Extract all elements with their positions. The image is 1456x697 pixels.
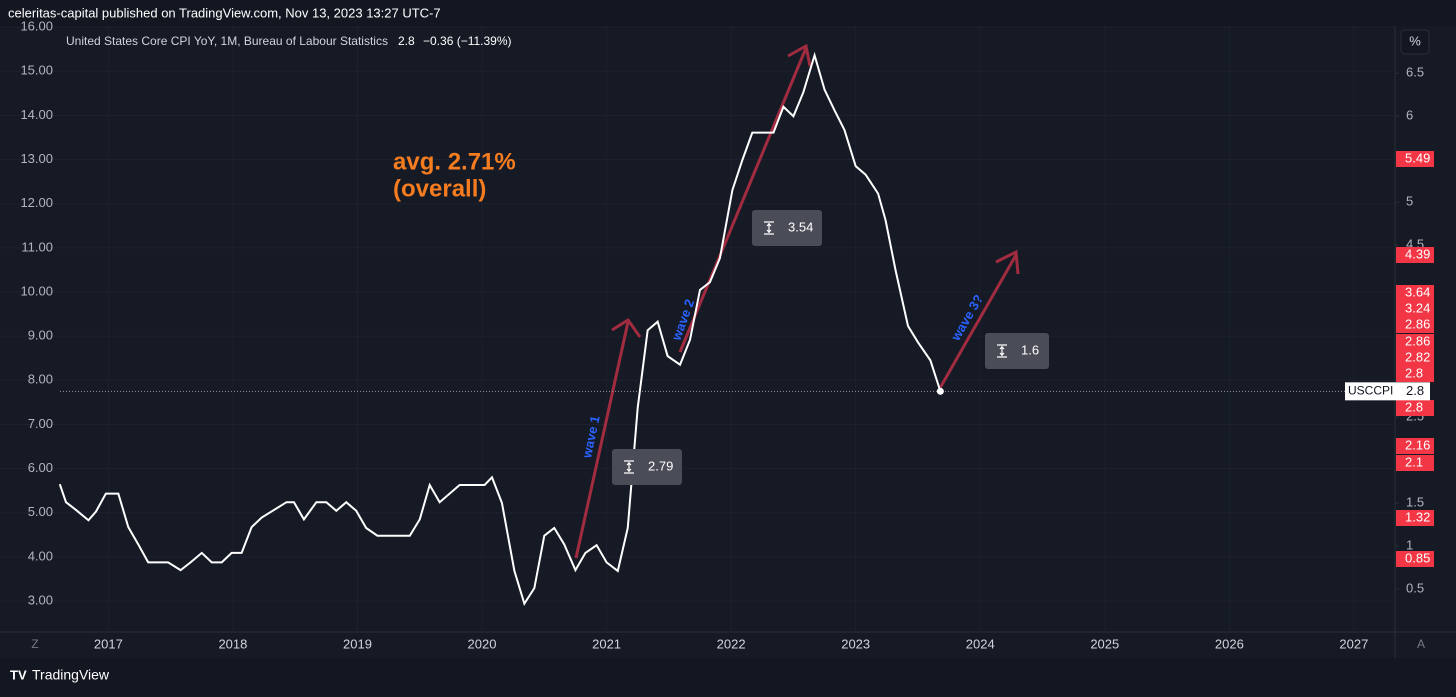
x-tick-label: 2018 (218, 636, 247, 651)
price-label-box (1396, 510, 1434, 526)
price-label: 2.16 (1405, 437, 1430, 452)
price-label: 2.86 (1405, 316, 1430, 331)
price-label-box (1396, 334, 1434, 350)
x-tick-label: 2022 (717, 636, 746, 651)
y-tick-label: 8.00 (28, 372, 53, 387)
measure-label: 1.6 (1021, 342, 1039, 357)
auto-button[interactable]: A (1417, 637, 1425, 651)
percent-button-label[interactable]: % (1409, 33, 1421, 48)
y2-tick-label: 5 (1406, 194, 1413, 209)
price-label-box (1396, 551, 1434, 567)
avg-annotation: (overall) (393, 175, 486, 202)
price-label: 2.82 (1405, 349, 1430, 364)
y2-tick-label: 1.5 (1406, 495, 1424, 510)
y-tick-label: 10.00 (20, 283, 53, 298)
measure-label: 2.79 (648, 458, 673, 473)
y-tick-label: 4.00 (28, 548, 53, 563)
y-tick-label: 3.00 (28, 593, 53, 608)
price-label: 3.64 (1405, 284, 1430, 299)
measure-box (985, 333, 1049, 369)
price-label: 4.39 (1405, 246, 1430, 261)
last-point (936, 387, 944, 395)
y-tick-label: 5.00 (28, 504, 53, 519)
avg-annotation: avg. 2.71% (393, 148, 516, 175)
series-line (58, 51, 942, 606)
y2-tick-label: 1 (1406, 537, 1413, 552)
x-tick-label: 2027 (1339, 636, 1368, 651)
x-tick-label: 2019 (343, 636, 372, 651)
x-tick-label: 2020 (468, 636, 497, 651)
y-tick-label: 11.00 (21, 239, 53, 254)
series-tag-value: 2.8 (1406, 383, 1424, 398)
y-tick-label: 16.00 (20, 19, 53, 34)
y2-tick-label: 0.5 (1406, 580, 1424, 595)
measure-box (752, 210, 822, 246)
arrow-wave1 (574, 317, 642, 559)
price-label: 2.86 (1405, 333, 1430, 348)
arrow-wave2 (678, 43, 812, 353)
arrow-wave3 (938, 249, 1020, 389)
header-bar (0, 0, 1456, 26)
zoom-button[interactable]: Z (31, 637, 38, 651)
y2-tick-label: 6.5 (1406, 65, 1424, 80)
x-tick-label: 2021 (592, 636, 621, 651)
brand[interactable]: TradingView (32, 667, 110, 683)
price-label: 2.8 (1405, 399, 1423, 414)
price-label-box (1396, 285, 1434, 301)
arrows (574, 43, 1020, 559)
price-label-box (1396, 301, 1434, 317)
y-tick-label: 9.00 (28, 328, 53, 343)
x-tick-label: 2026 (1215, 636, 1244, 651)
y-tick-label: 6.00 (28, 460, 53, 475)
measure-icon (624, 460, 634, 474)
price-label-box (1396, 400, 1434, 416)
price-label-box (1396, 247, 1434, 263)
y-tick-label: 15.00 (20, 63, 53, 78)
legend-value: 2.8 (398, 34, 415, 48)
price-label-box (1396, 317, 1434, 333)
x-tick-label: 2024 (966, 636, 995, 651)
price-label: 2.1 (1405, 454, 1423, 469)
y-tick-label: 7.00 (28, 416, 53, 431)
price-label-box (1396, 151, 1434, 167)
price-label-box (1396, 455, 1434, 471)
legend-change: −0.36 (−11.39%) (423, 34, 512, 48)
legend-title: United States Core CPI YoY, 1M, Bureau o… (66, 34, 388, 48)
price-label: 0.85 (1405, 550, 1430, 565)
x-tick-label: 2025 (1090, 636, 1119, 651)
logo-mark: TV (10, 667, 27, 682)
y-tick-label: 13.00 (20, 151, 53, 166)
measure-label: 3.54 (788, 219, 813, 234)
price-label-box (1396, 366, 1434, 382)
y-tick-label: 14.00 (20, 107, 53, 122)
series-tag-name: USCCPI (1348, 383, 1393, 397)
price-label: 2.8 (1405, 365, 1423, 380)
price-label: 3.24 (1405, 300, 1430, 315)
publisher: celeritas-capital published on TradingVi… (8, 5, 441, 20)
y-tick-label: 12.00 (20, 195, 53, 210)
measure-icon (764, 221, 774, 235)
price-label-box (1396, 438, 1434, 454)
percent-button[interactable] (1400, 29, 1430, 55)
measure-box (612, 449, 682, 485)
price-label-box (1396, 350, 1434, 366)
y2-tick-label: 6 (1406, 108, 1413, 123)
price-label: 5.49 (1405, 150, 1430, 165)
x-tick-label: 2017 (94, 636, 123, 651)
footer-bar (0, 658, 1456, 692)
series-tag-box (1345, 382, 1430, 401)
price-label: 1.32 (1405, 509, 1430, 524)
measure-icon (997, 344, 1007, 358)
x-tick-label: 2023 (841, 636, 870, 651)
